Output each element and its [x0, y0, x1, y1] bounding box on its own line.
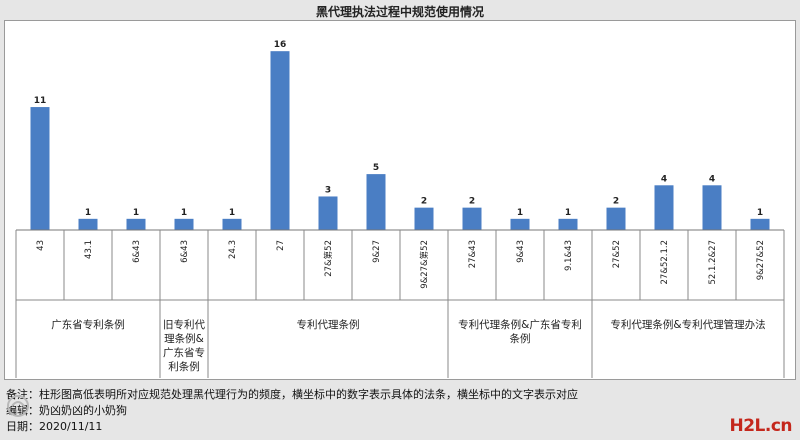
- bar-value-label: 1: [517, 208, 523, 218]
- bar: [558, 218, 578, 230]
- bar: [606, 207, 626, 230]
- bar: [126, 218, 146, 230]
- bar-value-label: 11: [34, 96, 47, 106]
- bar: [174, 218, 194, 230]
- x-tick-label: 43.1: [84, 240, 94, 259]
- x-tick-label: 27&52.1.2: [660, 240, 670, 284]
- x-tick-label: 9&43: [516, 240, 526, 263]
- group-label: 专利代理条例: [297, 318, 360, 331]
- x-tick-label: 43: [36, 240, 46, 251]
- bar-value-label: 1: [229, 208, 235, 218]
- group-label: 专利代理条例&广东省专利条例: [458, 318, 582, 345]
- bar-value-label: 4: [661, 174, 667, 184]
- bar-value-label: 1: [565, 208, 571, 218]
- watermark-text: H2L.cn: [729, 416, 792, 436]
- chart-title: 黑代理执法过程中规范使用情况: [315, 5, 484, 19]
- note-remark: 备注：柱形图高低表明所对应规范处理黑代理行为的频度，横坐标中的数字表示具体的法条…: [6, 388, 578, 401]
- x-tick-label: 27&第52: [323, 240, 334, 277]
- watermark-logo-icon: [7, 395, 29, 417]
- bar: [750, 218, 770, 230]
- x-tick-label: 27&52: [612, 240, 622, 268]
- bar: [366, 174, 386, 230]
- bar-value-label: 16: [274, 40, 287, 50]
- bar: [462, 207, 482, 230]
- group-label: 旧专利代理条例&广东省专利条例: [163, 318, 205, 373]
- bar: [318, 196, 338, 230]
- x-tick-label: 27: [276, 240, 286, 251]
- bar: [702, 185, 722, 230]
- group-label: 专利代理条例&专利代理管理办法: [610, 318, 765, 331]
- bar-value-label: 2: [613, 197, 619, 207]
- bar-value-label: 2: [469, 197, 475, 207]
- x-tick-label: 9&27: [372, 240, 382, 263]
- bar-value-label: 1: [181, 208, 187, 218]
- bar: [270, 51, 290, 231]
- group-label: 广东省专利条例: [51, 318, 125, 331]
- bar: [222, 218, 242, 230]
- bar-value-label: 1: [757, 208, 763, 218]
- x-tick-label: 6&43: [180, 240, 190, 263]
- bar: [78, 218, 98, 230]
- bar-value-label: 2: [421, 197, 427, 207]
- note-editor: 编辑：奶凶奶凶的小奶狗: [6, 404, 127, 417]
- x-tick-label: 27&43: [468, 240, 478, 268]
- x-tick-label: 24.3: [228, 240, 238, 259]
- x-tick-label: 52.1.2&27: [708, 240, 718, 284]
- bar-value-label: 3: [325, 185, 331, 195]
- bar: [30, 107, 50, 230]
- x-tick-label: 9.1&43: [564, 240, 574, 271]
- bar-value-label: 5: [373, 163, 379, 173]
- bar: [414, 207, 434, 230]
- bar-value-label: 4: [709, 174, 715, 184]
- bar: [654, 185, 674, 230]
- bar-value-label: 1: [133, 208, 139, 218]
- bar-value-label: 1: [85, 208, 91, 218]
- note-date: 日期：2020/11/11: [6, 420, 103, 433]
- x-tick-label: 9&27&第52: [419, 240, 430, 289]
- x-tick-label: 9&27&52: [756, 240, 766, 280]
- bar: [510, 218, 530, 230]
- x-tick-label: 6&43: [132, 240, 142, 263]
